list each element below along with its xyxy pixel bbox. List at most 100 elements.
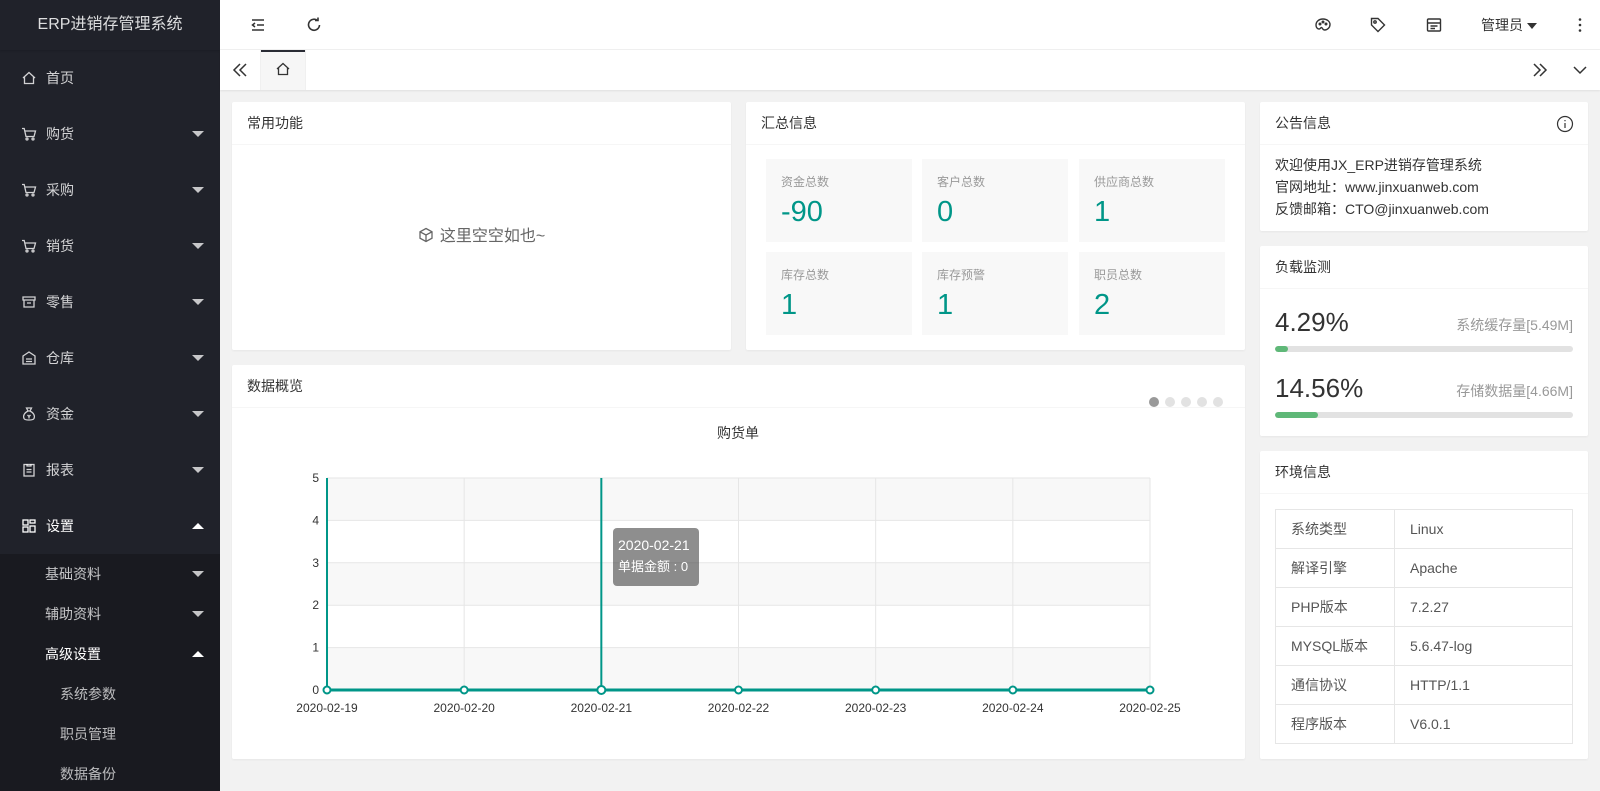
y-tick-label: 2 [312, 598, 319, 612]
sidebar-item-label: 仓库 [46, 350, 74, 366]
purchase-order-chart[interactable]: 购货单 0 1 2 3 4 5 2020-02-19 2020-02-20 2020-02-21… [232, 410, 1245, 755]
carousel-pager [1143, 381, 1223, 424]
notice-line: 欢迎使用JX_ERP进销存管理系统 [1275, 157, 1482, 173]
tabs-scroll-right-icon[interactable] [1520, 50, 1560, 90]
table-row: 程序版本 V6.0.1 [1275, 704, 1573, 744]
carousel-dot[interactable] [1149, 397, 1159, 407]
sidebar-item-funds[interactable]: 资金 [0, 386, 220, 442]
environment-card: 环境信息 系统类型 Linux 解译引擎 Apache PHP版本 7.2.27 MY… [1260, 451, 1588, 759]
chevron-down-icon [192, 131, 204, 137]
user-menu[interactable]: 管理员 [1481, 0, 1537, 50]
x-tick-label: 2020-02-22 [708, 701, 770, 715]
card-title: 数据概览 [232, 365, 1245, 408]
sidebar-subitem-aux-data[interactable]: 辅助资料 [0, 594, 220, 634]
common-functions-card: 常用功能 这里空空如也~ [232, 102, 731, 350]
env-key: 程序版本 [1275, 704, 1395, 744]
stat-customers-total[interactable]: 客户总数 0 [922, 159, 1068, 242]
stat-staff-total[interactable]: 职员总数 2 [1079, 252, 1225, 335]
data-point [1145, 685, 1155, 695]
tabs-dropdown-icon[interactable] [1560, 50, 1600, 90]
env-value: 5.6.47-log [1394, 626, 1573, 666]
refresh-icon[interactable] [294, 0, 334, 50]
env-key: 通信协议 [1275, 665, 1395, 705]
card-title: 环境信息 [1260, 451, 1588, 494]
card-title-text: 数据概览 [247, 378, 303, 394]
load-percent: 4.29% [1275, 307, 1349, 337]
sidebar-item-settings[interactable]: 设置 [0, 498, 220, 554]
chevron-down-icon [192, 299, 204, 305]
stat-value: 1 [781, 289, 798, 321]
chevron-up-icon [192, 523, 204, 529]
stat-label: 库存总数 [781, 268, 830, 282]
tooltip-date: 2020-02-21 [618, 537, 690, 553]
chevron-up-icon [192, 651, 204, 657]
tabs-scroll-left-icon[interactable] [220, 50, 260, 90]
notice-line: 反馈邮箱：CTO@jinxuanweb.com [1275, 201, 1489, 217]
notice-line: 官网地址：www.jinxuanweb.com [1275, 179, 1479, 195]
stat-label: 库存预警 [937, 268, 986, 282]
stat-value: 0 [937, 196, 954, 228]
stat-inventory-total[interactable]: 库存总数 1 [766, 252, 912, 335]
progress-fill [1275, 412, 1319, 418]
notice-body: 欢迎使用JX_ERP进销存管理系统 官网地址：www.jinxuanweb.co… [1260, 145, 1588, 229]
info-icon[interactable] [1556, 115, 1574, 133]
stat-value: -90 [781, 196, 823, 228]
load-row-storage: 14.56% 存储数据量[4.66M] [1275, 373, 1573, 423]
theme-palette-icon[interactable] [1303, 0, 1343, 50]
app-logo-title[interactable]: ERP进销存管理系统 [0, 0, 220, 50]
grid-icon [20, 517, 38, 535]
stat-label: 客户总数 [937, 175, 986, 189]
x-tick-label: 2020-02-20 [433, 701, 495, 715]
progress-bar [1275, 346, 1573, 352]
sidebar-subitem-system-params[interactable]: 系统参数 [60, 686, 116, 702]
carousel-dot[interactable] [1197, 397, 1207, 407]
carousel-dot[interactable] [1213, 397, 1223, 407]
stat-inventory-warning[interactable]: 库存预警 1 [922, 252, 1068, 335]
x-tick-label: 2020-02-24 [982, 701, 1044, 715]
stat-funds-total[interactable]: 资金总数 -90 [766, 159, 912, 242]
env-key: 解译引擎 [1275, 548, 1395, 588]
sidebar-item-label: 报表 [46, 462, 74, 478]
sidebar-item-retail[interactable]: 零售 [0, 274, 220, 330]
note-icon[interactable] [1414, 0, 1454, 50]
data-point [596, 685, 607, 695]
stat-suppliers-total[interactable]: 供应商总数 1 [1079, 159, 1225, 242]
sidebar-subitem-staff-management[interactable]: 职员管理 [60, 726, 116, 742]
sidebar-item-sales[interactable]: 销货 [0, 218, 220, 274]
x-tick-label: 2020-02-23 [845, 701, 907, 715]
sidebar-item-warehouse[interactable]: 仓库 [0, 330, 220, 386]
sidebar-item-home[interactable]: 首页 [0, 50, 220, 106]
sidebar-subitem-data-backup[interactable]: 数据备份 [60, 766, 116, 782]
tag-icon[interactable] [1358, 0, 1398, 50]
table-row: PHP版本 7.2.27 [1275, 587, 1573, 627]
sidebar-item-label: 采购 [46, 182, 74, 198]
sidebar-item-purchase-goods[interactable]: 购货 [0, 106, 220, 162]
env-key: MYSQL版本 [1275, 626, 1395, 666]
empty-state: 这里空空如也~ [232, 222, 731, 246]
chevron-down-icon [192, 467, 204, 473]
caret-down-icon [1527, 23, 1537, 30]
menu-fold-icon[interactable] [238, 0, 278, 50]
cart-icon [20, 181, 38, 199]
chart-title: 购货单 [717, 425, 759, 441]
shop-icon [20, 293, 38, 311]
carousel-dot[interactable] [1181, 397, 1191, 407]
sidebar-subitem-advanced-settings[interactable]: 高级设置 [0, 634, 220, 674]
table-row: 通信协议 HTTP/1.1 [1275, 665, 1573, 705]
cart-icon [20, 125, 38, 143]
tab-home[interactable] [260, 50, 306, 90]
sidebar-subitem-basic-data[interactable]: 基础资料 [0, 554, 220, 594]
table-row: MYSQL版本 5.6.47-log [1275, 626, 1573, 666]
stat-value: 1 [937, 289, 954, 321]
env-key: PHP版本 [1275, 587, 1395, 627]
sidebar-item-procurement[interactable]: 采购 [0, 162, 220, 218]
sidebar-item-reports[interactable]: 报表 [0, 442, 220, 498]
chart-tooltip: 2020-02-21 单据金额 : 0 [613, 528, 699, 586]
home-icon [20, 69, 38, 87]
top-header: 管理员 [220, 0, 1600, 50]
carousel-dot[interactable] [1165, 397, 1175, 407]
data-point [734, 685, 743, 695]
sidebar-item-label: 购货 [46, 126, 74, 142]
tabs-bar [220, 50, 1600, 90]
more-vertical-icon[interactable] [1560, 0, 1600, 50]
